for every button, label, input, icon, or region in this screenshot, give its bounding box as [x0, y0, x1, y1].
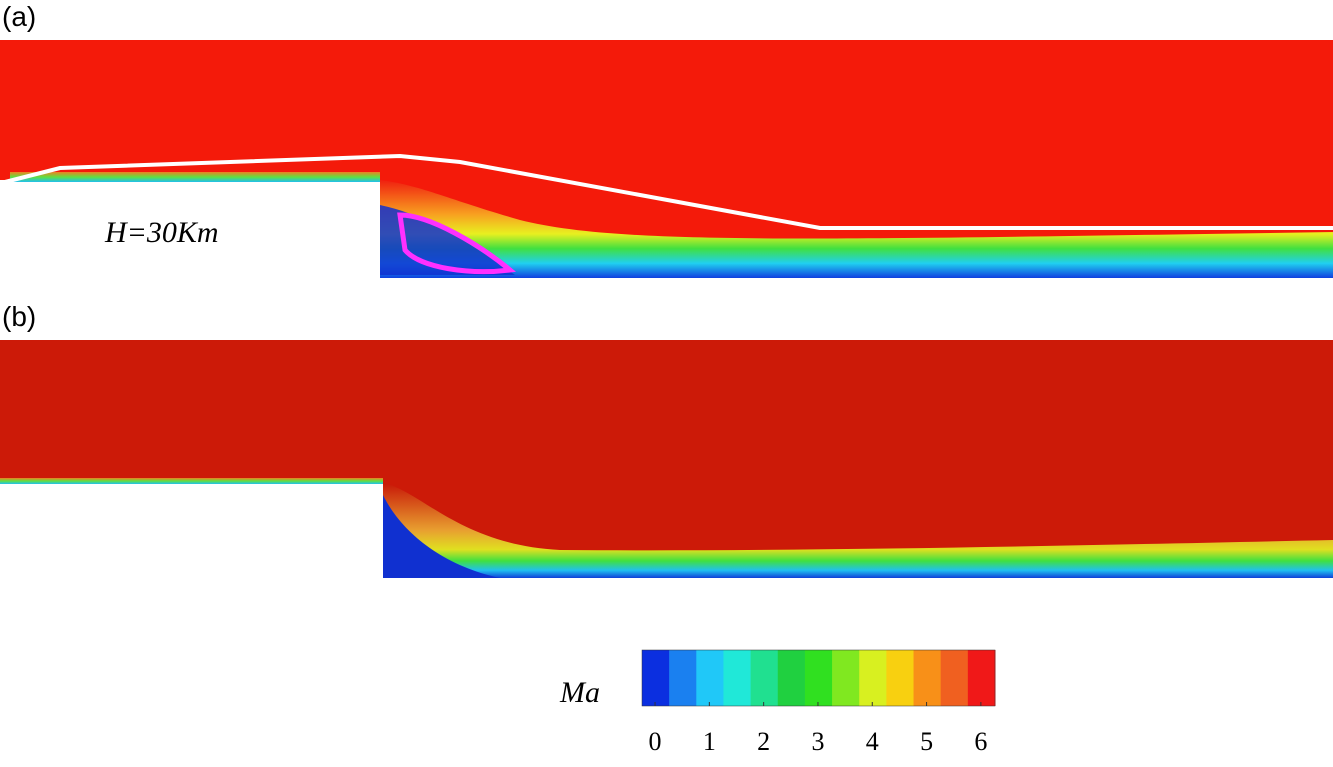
panel-label: (a) [2, 1, 36, 32]
color-band [913, 650, 942, 706]
recirculation [383, 495, 500, 578]
panel-label: (b) [2, 301, 36, 332]
shock-line [4, 153, 1333, 230]
color-band [642, 650, 670, 706]
color-band [804, 650, 833, 706]
tick-label: 6 [974, 727, 987, 756]
boundary-layer [0, 478, 383, 484]
shear-layer [383, 483, 1333, 578]
colorbar-frame [641, 649, 996, 707]
color-band [859, 650, 887, 706]
contour-field [0, 340, 1333, 578]
color-band [886, 650, 915, 706]
separation-line [397, 212, 517, 275]
annotation: H=30Km [104, 216, 219, 249]
colorbar: 0 1 2 3 4 5 6 [641, 649, 996, 756]
colorbar-title: Ma [559, 676, 600, 709]
color-band [832, 650, 860, 706]
color-band [696, 650, 724, 706]
tick-label: 4 [866, 727, 879, 756]
color-band [777, 650, 806, 706]
color-band [723, 650, 752, 706]
tick-label: 2 [757, 727, 770, 756]
boundary-layer [10, 172, 380, 182]
color-band [750, 650, 779, 706]
tick-label: 5 [920, 727, 933, 756]
tick-label: 0 [649, 727, 662, 756]
step-body [0, 183, 378, 283]
color-band [940, 650, 969, 706]
color-band [669, 650, 697, 706]
color-band [967, 650, 996, 706]
tick-label: 3 [811, 727, 824, 756]
tick-label: 1 [703, 727, 716, 756]
shear-layer [380, 180, 1333, 278]
contour-field [0, 40, 1333, 278]
